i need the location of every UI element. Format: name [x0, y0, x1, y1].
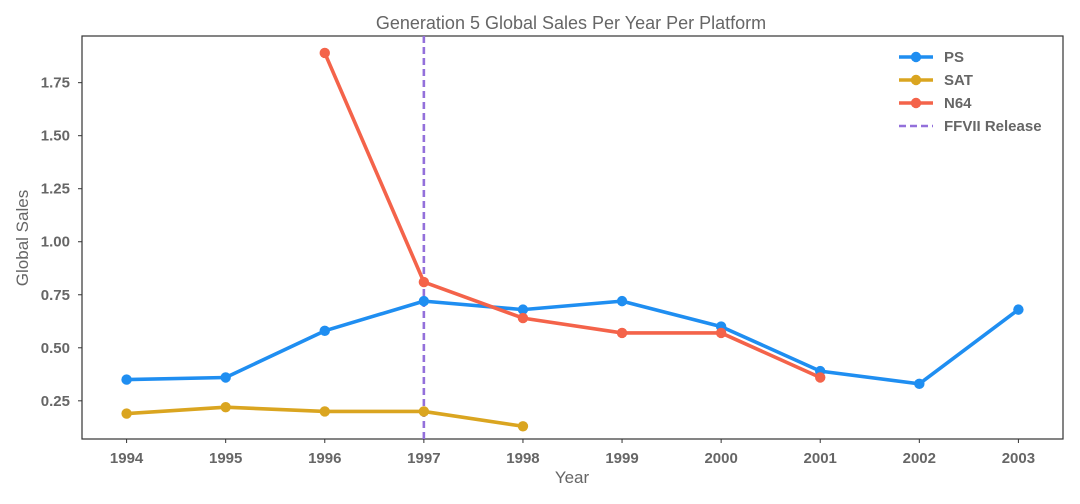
data-point-n64 [715, 327, 727, 339]
legend-item-ps: PS [899, 49, 964, 66]
y-tick-label: 1.25 [41, 181, 70, 198]
series-points [121, 47, 1024, 432]
legend: PS SAT N64 FFVII Release [899, 49, 1042, 135]
x-tick-label: 1999 [605, 450, 638, 467]
legend-item-sat: SAT [899, 72, 973, 89]
y-tick-label: 1.00 [41, 234, 70, 251]
legend-swatch-marker [910, 97, 922, 109]
x-tick-label: 1998 [506, 450, 539, 467]
x-tick-label: 1995 [209, 450, 242, 467]
data-point-ps [121, 374, 132, 385]
legend-item-ffvii-release: FFVII Release [899, 118, 1042, 135]
data-point-n64 [616, 327, 628, 339]
y-tick-label: 0.75 [41, 287, 70, 304]
data-point-sat [121, 408, 132, 419]
data-point-ps [914, 378, 925, 390]
y-axis: 0.25 0.50 0.75 1.00 1.25 1.50 1.75 [41, 75, 82, 410]
series-line-n64 [322, 51, 823, 380]
data-point-n64 [517, 312, 529, 324]
x-tick-label: 2001 [804, 450, 837, 467]
data-point-sat [319, 406, 330, 417]
y-tick-label: 1.50 [41, 128, 70, 145]
series-line-ps [124, 299, 1021, 386]
x-tick-label: 1997 [407, 450, 440, 467]
data-point-n64 [418, 276, 430, 288]
y-tick-label: 1.75 [41, 75, 70, 92]
legend-label: FFVII Release [944, 118, 1042, 135]
x-tick-label: 1994 [110, 450, 144, 467]
x-tick-label: 2000 [704, 450, 737, 467]
legend-swatch-marker [910, 74, 922, 86]
data-point-ps [517, 304, 529, 315]
x-tick-label: 2002 [903, 450, 936, 467]
x-tick-label: 1996 [308, 450, 341, 467]
data-point-n64 [319, 47, 330, 59]
chart-title: Generation 5 Global Sales Per Year Per P… [376, 13, 766, 33]
data-point-sat [517, 421, 529, 432]
data-point-ps [418, 295, 430, 307]
x-axis: 1994 1995 1996 1997 1998 1999 2000 2001 2002 2003 [110, 439, 1035, 467]
x-tick-label: 2003 [1002, 450, 1035, 467]
legend-label: PS [944, 49, 964, 66]
data-point-ps [1013, 304, 1024, 315]
plot-area [81, 35, 1064, 440]
data-point-ps [616, 295, 628, 307]
data-point-ps [220, 372, 231, 383]
data-point-sat [220, 401, 231, 413]
legend-swatch-marker [910, 51, 922, 63]
legend-label: SAT [944, 72, 973, 89]
legend-label: N64 [944, 95, 972, 112]
series-lines [124, 51, 1021, 429]
y-tick-label: 0.50 [41, 340, 70, 357]
x-axis-label: Year [555, 468, 590, 487]
legend-item-n64: N64 [899, 95, 972, 112]
data-point-sat [418, 406, 430, 417]
data-point-ps [319, 325, 330, 337]
y-tick-label: 0.25 [41, 393, 70, 410]
data-point-n64 [815, 372, 826, 383]
y-axis-label: Global Sales [13, 190, 32, 286]
